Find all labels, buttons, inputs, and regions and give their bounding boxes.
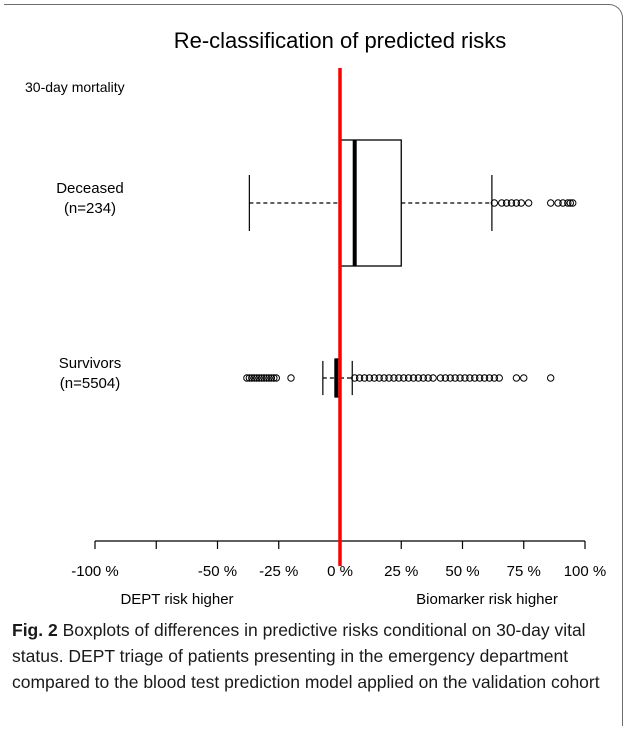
figure-caption: Fig. 2 Boxplots of differences in predic… (12, 617, 612, 695)
outlier-point (547, 374, 555, 382)
outlier-point (424, 374, 432, 382)
outlier-point (429, 374, 437, 382)
caption-label: Fig. 2 (12, 620, 58, 640)
outlier-point (456, 374, 464, 382)
outlier-point (466, 374, 474, 382)
outlier-point (260, 374, 268, 382)
outlier-point (245, 374, 254, 382)
x-tick-label: 75 % (507, 563, 541, 580)
x-annotation-left: DEPT risk higher (120, 591, 233, 608)
outlier-point (272, 374, 280, 382)
chart-title: Re-classification of predicted risks (174, 28, 507, 53)
outlier-point (287, 374, 295, 382)
group-label: Deceased (56, 180, 124, 197)
outlier-point (471, 374, 479, 382)
x-axis: -100 % -50 % -25 % 0 % 25 % 50 % 75 % 100 % (71, 540, 607, 580)
figure-frame (4, 4, 623, 726)
outlier-point (390, 374, 398, 382)
box-iqr (339, 139, 402, 267)
outlier-point (414, 374, 423, 382)
outlier-point (547, 199, 555, 207)
x-tick-label: 25 % (384, 563, 418, 580)
outlier-point (255, 374, 263, 382)
outlier-point (404, 374, 413, 382)
outlier-point (520, 374, 528, 382)
outlier-point (507, 199, 516, 207)
x-tick-label: -100 % (71, 563, 119, 580)
outlier-point (451, 374, 459, 382)
x-tick-label: 100 % (564, 563, 607, 580)
boxplot-chart: Re-classification of predicted risks 30-… (25, 28, 607, 608)
outlier-point (512, 374, 521, 382)
outlier-point (480, 374, 489, 382)
group-n-label: (n=234) (64, 200, 116, 217)
outlier-point (485, 374, 494, 382)
boxplot-deceased: Deceased (n=234) (56, 139, 577, 267)
outlier-point (498, 199, 506, 207)
group-label: Survivors (59, 355, 122, 372)
chart-subtitle: 30-day mortality (25, 79, 125, 95)
outlier-point (490, 199, 499, 207)
outlier-point (419, 374, 427, 382)
outlier-point (270, 374, 278, 382)
outlier-point (351, 374, 359, 382)
outlier-point (380, 374, 388, 382)
outlier-point (559, 199, 567, 207)
outlier-point (409, 374, 418, 382)
outlier-point (248, 374, 256, 382)
outlier-point (502, 199, 511, 207)
x-annotation-right: Biomarker risk higher (416, 591, 558, 608)
outlier-point (262, 374, 271, 382)
outlier-point (512, 199, 521, 207)
x-tick-label: -25 % (259, 563, 298, 580)
outlier-point (461, 374, 469, 382)
outlier-point (564, 199, 572, 207)
outlier-point (554, 199, 562, 207)
outlier-point (355, 374, 364, 382)
outlier-point (441, 374, 450, 382)
outlier-point (517, 199, 525, 207)
outlier-point (566, 199, 574, 207)
groups-layer: Deceased (n=234) Survivors (n=5504) (56, 139, 577, 398)
outlier-point (360, 374, 369, 382)
group-n-label: (n=5504) (60, 375, 120, 392)
outlier-point (395, 374, 403, 382)
outlier-point (267, 374, 276, 382)
outlier-point (446, 374, 454, 382)
x-tick-label: 50 % (445, 563, 479, 580)
x-tick-label: 0 % (327, 563, 353, 580)
outlier-point (265, 374, 273, 382)
outlier-point (370, 374, 378, 382)
outlier-point (250, 374, 258, 382)
outlier-point (253, 374, 261, 382)
outlier-point (569, 199, 577, 207)
outlier-point (243, 374, 251, 382)
outlier-point (524, 199, 533, 207)
outlier-point (400, 374, 408, 382)
outlier-point (490, 374, 499, 382)
outlier-point (365, 374, 374, 382)
outlier-point (375, 374, 383, 382)
outlier-point (475, 374, 484, 382)
outlier-point (495, 374, 503, 382)
outlier-point (257, 374, 266, 382)
outlier-point (385, 374, 393, 382)
x-tick-label: -50 % (198, 563, 237, 580)
boxplot-survivors: Survivors (n=5504) (59, 355, 555, 398)
caption-text: Boxplots of differences in predictive ri… (12, 620, 600, 692)
outlier-point (436, 374, 445, 382)
